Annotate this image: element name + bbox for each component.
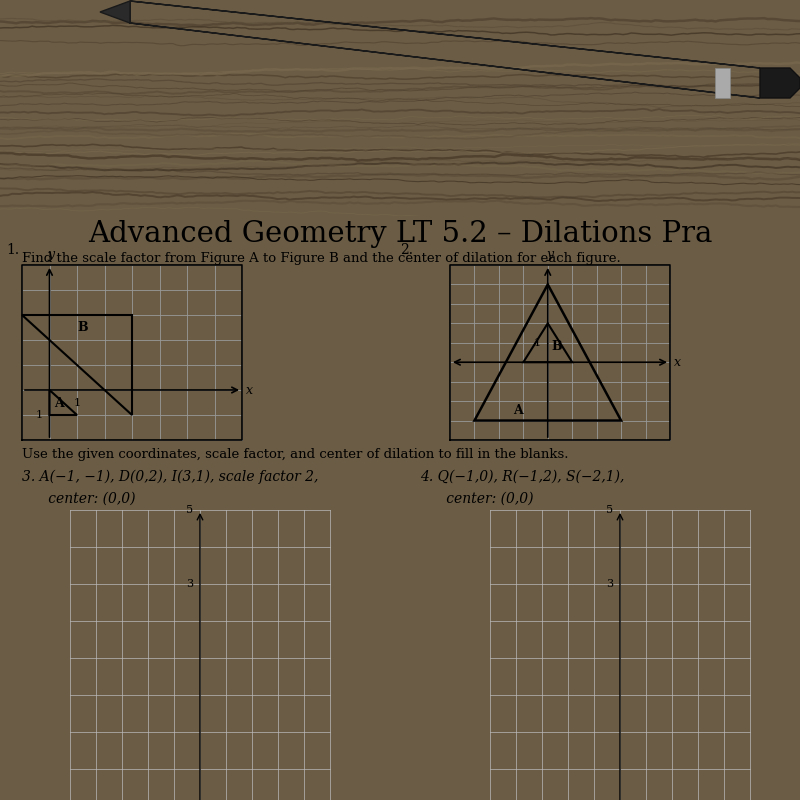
Text: 3: 3 (606, 579, 613, 589)
Text: y: y (48, 248, 55, 261)
Text: 2.: 2. (400, 243, 413, 257)
Text: B: B (551, 339, 562, 353)
Text: A: A (514, 404, 523, 418)
Text: center: (0,0): center: (0,0) (22, 492, 135, 506)
Text: 1: 1 (35, 410, 42, 420)
Text: 5: 5 (186, 505, 193, 515)
Text: Use the given coordinates, scale factor, and center of dilation to fill in the b: Use the given coordinates, scale factor,… (22, 448, 569, 461)
Text: y: y (546, 248, 554, 261)
Text: Find the scale factor from Figure A to Figure B and the center of dilation for e: Find the scale factor from Figure A to F… (22, 252, 621, 265)
Text: x: x (674, 356, 681, 369)
Text: 1: 1 (74, 398, 81, 408)
Text: 3: 3 (186, 579, 193, 589)
Polygon shape (130, 1, 760, 75)
Text: Advanced Geometry LT 5.2 – Dilations Pra: Advanced Geometry LT 5.2 – Dilations Pra (88, 220, 712, 248)
Text: B: B (77, 321, 88, 334)
Polygon shape (715, 68, 730, 98)
Text: 3. A(−1, −1), D(0,2), I(3,1), scale factor 2,: 3. A(−1, −1), D(0,2), I(3,1), scale fact… (22, 470, 318, 484)
Text: 4. Q(−1,0), R(−1,2), S(−2,1),: 4. Q(−1,0), R(−1,2), S(−2,1), (420, 470, 624, 484)
Text: x: x (246, 383, 253, 397)
Polygon shape (130, 1, 760, 98)
Polygon shape (100, 1, 130, 23)
Text: 1: 1 (534, 338, 541, 348)
Text: A: A (54, 398, 64, 410)
Text: 5: 5 (606, 505, 613, 515)
Text: 1.: 1. (6, 243, 19, 257)
Text: center: (0,0): center: (0,0) (420, 492, 534, 506)
Polygon shape (760, 68, 800, 98)
